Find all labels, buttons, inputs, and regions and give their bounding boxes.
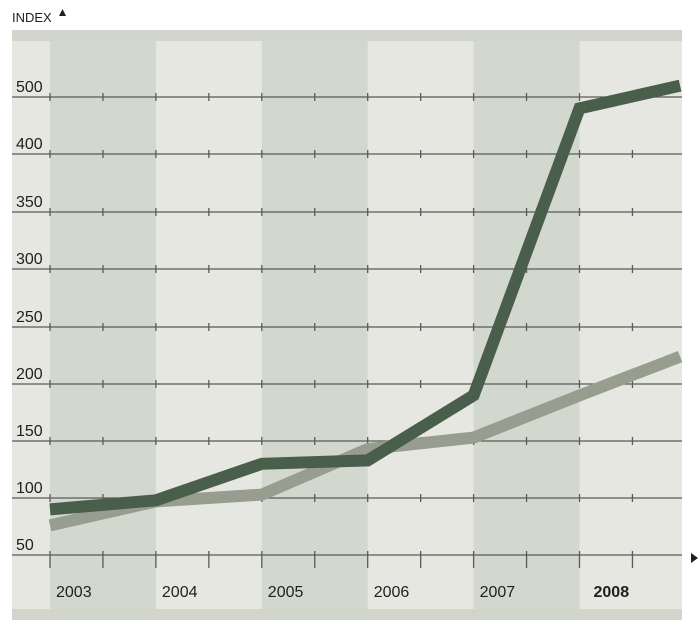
y-tick-label: 350 [16,194,43,211]
x-tick-label: 2007 [480,584,516,601]
shaded-column-2005 [261,30,368,609]
x-axis-arrow-icon [691,553,698,563]
x-tick-label: 2008 [594,584,630,601]
top-band [12,30,682,41]
y-tick-label: 200 [16,366,43,383]
x-tick-label: 2004 [162,584,198,601]
x-tick-label: 2005 [268,584,304,601]
y-tick-label: 300 [16,251,43,268]
y-tick-label: 150 [16,423,43,440]
y-axis-title: INDEX [12,10,52,25]
y-tick-label: 50 [16,537,34,554]
shaded-columns [50,30,580,609]
y-tick-label: 500 [16,79,43,96]
series-lines [48,79,683,532]
shaded-column-2007 [473,30,580,609]
y-tick-labels: 50 100 150 200 250 300 350 400 500 [16,79,43,554]
x-tick-labels: 2003 2004 2005 2006 2007 2008 [56,584,629,601]
y-axis-arrow-icon [59,9,66,16]
x-tick-label: 2003 [56,584,92,601]
y-tick-label: 100 [16,480,43,497]
series-line-1 [49,79,682,516]
y-tick-label: 250 [16,309,43,326]
gridlines [12,93,682,568]
bottom-band [12,609,682,620]
y-tick-label: 400 [16,136,43,153]
x-tick-label: 2006 [374,584,410,601]
